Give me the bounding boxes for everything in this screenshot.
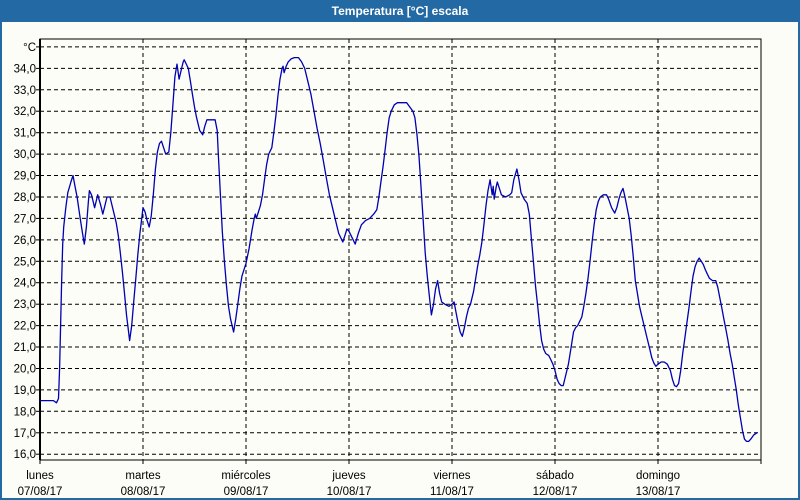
window-title: Temperatura [°C] escala	[331, 4, 469, 18]
x-gridlines	[39, 39, 762, 464]
svg-text:16,0: 16,0	[14, 449, 36, 461]
svg-text:18,0: 18,0	[14, 406, 36, 418]
x-date-label: 13/08/17	[636, 486, 681, 498]
svg-text:27,0: 27,0	[14, 213, 36, 225]
y-tick-labels: °C 34,0 33,0 32,0 31,0 30,0 29,0 28,0 27,0 26,0 25…	[14, 42, 36, 461]
svg-text:17,0: 17,0	[14, 428, 36, 440]
x-day-label: sábado	[536, 470, 574, 482]
window-titlebar: Temperatura [°C] escala	[0, 0, 800, 22]
x-day-label: domingo	[636, 470, 680, 482]
svg-text:34,0: 34,0	[14, 63, 36, 75]
x-date-label: 10/08/17	[327, 486, 372, 498]
x-date-label: 08/08/17	[121, 486, 166, 498]
svg-text:31,0: 31,0	[14, 128, 36, 140]
svg-text:29,0: 29,0	[14, 171, 36, 183]
x-day-label: viernes	[433, 470, 470, 482]
x-date-label: 11/08/17	[430, 486, 474, 498]
svg-text:23,0: 23,0	[14, 299, 36, 311]
svg-text:19,0: 19,0	[14, 385, 36, 397]
x-date-label: 12/08/17	[533, 486, 578, 498]
svg-text:24,0: 24,0	[14, 278, 36, 290]
x-day-label: jueves	[331, 470, 365, 482]
svg-text:32,0: 32,0	[14, 106, 36, 118]
svg-text:20,0: 20,0	[14, 364, 36, 376]
svg-text:25,0: 25,0	[14, 256, 36, 268]
svg-text:21,0: 21,0	[14, 342, 36, 354]
svg-text:28,0: 28,0	[14, 192, 36, 204]
svg-text:22,0: 22,0	[14, 321, 36, 333]
svg-text:30,0: 30,0	[14, 149, 36, 161]
x-day-label: miércoles	[221, 470, 270, 482]
temperature-series-line	[39, 56, 758, 443]
x-date-label: 09/08/17	[224, 486, 269, 498]
y-axis-unit-label: °C	[23, 42, 36, 54]
svg-text:26,0: 26,0	[14, 235, 36, 247]
x-axis-labels: lunes 07/08/17 martes 08/08/17 miércoles 09/0…	[18, 470, 681, 498]
y-gridlines	[36, 46, 761, 455]
x-day-label: martes	[125, 470, 160, 482]
x-date-label: 07/08/17	[18, 486, 63, 498]
svg-text:33,0: 33,0	[14, 85, 36, 97]
x-day-label: lunes	[26, 470, 54, 482]
